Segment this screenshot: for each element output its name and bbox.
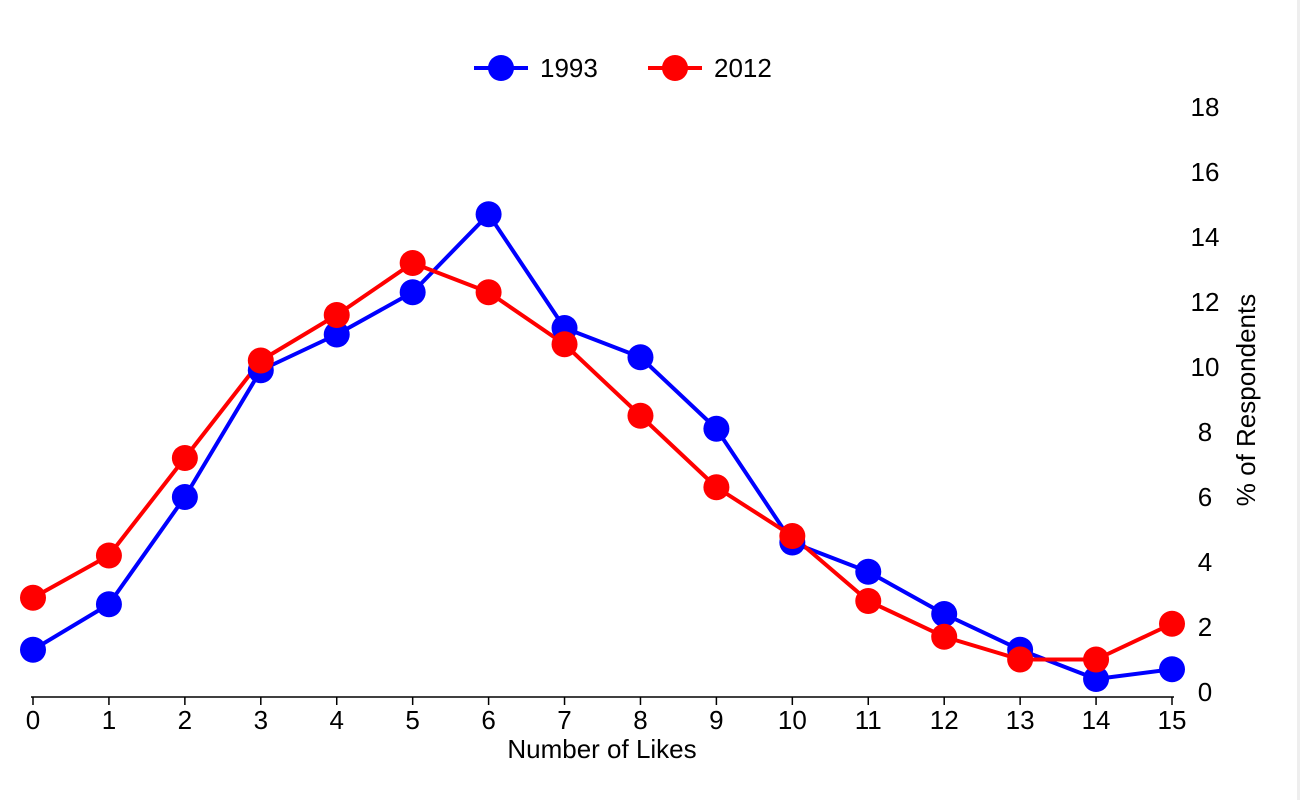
legend: 1993 2012 <box>474 53 772 83</box>
y-tick-label: 4 <box>1198 547 1212 577</box>
data-point-1993 <box>475 201 502 228</box>
series-line-2012 <box>32 261 1173 662</box>
legend-marker-1993 <box>488 55 514 81</box>
y-tick-label: 14 <box>1191 222 1220 252</box>
data-point-2012 <box>551 331 578 358</box>
x-tick-label: 10 <box>778 705 807 735</box>
data-point-1993 <box>95 591 122 618</box>
x-tick-label: 14 <box>1082 705 1111 735</box>
y-tick-label: 2 <box>1198 612 1212 642</box>
legend-label-2012: 2012 <box>714 53 772 83</box>
y-tick-label: 16 <box>1191 157 1220 187</box>
data-point-1993 <box>399 279 426 306</box>
y-tick-label: 18 <box>1191 92 1220 122</box>
x-tick-label: 11 <box>855 705 882 735</box>
data-point-2012 <box>779 523 806 549</box>
data-point-2012 <box>323 302 350 328</box>
y-axis-ticks: 0 2 4 6 8 10 12 14 16 18 <box>1191 92 1220 707</box>
x-tick-label: 4 <box>329 705 343 735</box>
legend-marker-2012 <box>662 55 688 81</box>
x-tick-label: 12 <box>930 705 959 735</box>
x-tick-label: 3 <box>254 705 268 735</box>
data-point-1993 <box>855 558 882 585</box>
data-point-2012 <box>399 250 426 276</box>
window-edge <box>1297 0 1300 800</box>
x-tick-label: 0 <box>26 705 40 735</box>
data-point-1993 <box>171 484 198 510</box>
data-point-2012 <box>855 588 882 614</box>
y-axis-label: % of Respondents <box>1231 294 1261 506</box>
data-point-2012 <box>20 584 46 611</box>
data-point-1993 <box>20 636 46 663</box>
x-tick-label: 6 <box>481 705 495 735</box>
y-tick-label: 10 <box>1191 352 1220 382</box>
x-tick-label: 15 <box>1158 705 1187 735</box>
data-point-2012 <box>627 402 654 429</box>
x-tick-label: 1 <box>102 705 116 735</box>
y-tick-label: 6 <box>1198 482 1212 512</box>
data-point-2012 <box>95 542 122 569</box>
y-tick-label: 8 <box>1198 417 1212 447</box>
data-point-2012 <box>1083 646 1110 673</box>
data-point-2012 <box>703 474 730 501</box>
data-point-1993 <box>323 321 350 348</box>
data-point-1993 <box>1159 656 1185 683</box>
y-tick-label: 0 <box>1198 677 1212 707</box>
data-point-2012 <box>247 347 274 374</box>
data-point-2012 <box>475 279 502 306</box>
data-point-1993 <box>931 601 958 627</box>
data-point-2012 <box>931 623 958 650</box>
data-point-2012 <box>1007 646 1034 673</box>
x-tick-label: 8 <box>633 705 647 735</box>
x-tick-label: 13 <box>1006 705 1035 735</box>
x-tick-label: 5 <box>405 705 419 735</box>
x-axis-ticks: 0 1 2 3 4 5 6 7 8 9 10 11 12 13 14 15 <box>26 697 1187 735</box>
x-axis-label: Number of Likes <box>507 734 696 764</box>
y-tick-label: 12 <box>1191 287 1220 317</box>
x-tick-label: 2 <box>178 705 192 735</box>
series-line-1993 <box>31 212 1173 681</box>
x-tick-label: 7 <box>557 705 571 735</box>
data-point-1993 <box>627 344 654 371</box>
data-point-1993 <box>703 415 730 442</box>
data-point-1993 <box>1083 666 1110 692</box>
series-lines <box>31 212 1173 681</box>
series-points <box>20 201 1185 692</box>
data-point-2012 <box>171 445 198 471</box>
data-point-2012 <box>1159 610 1185 637</box>
x-tick-label: 9 <box>709 705 723 735</box>
legend-label-1993: 1993 <box>540 53 598 83</box>
